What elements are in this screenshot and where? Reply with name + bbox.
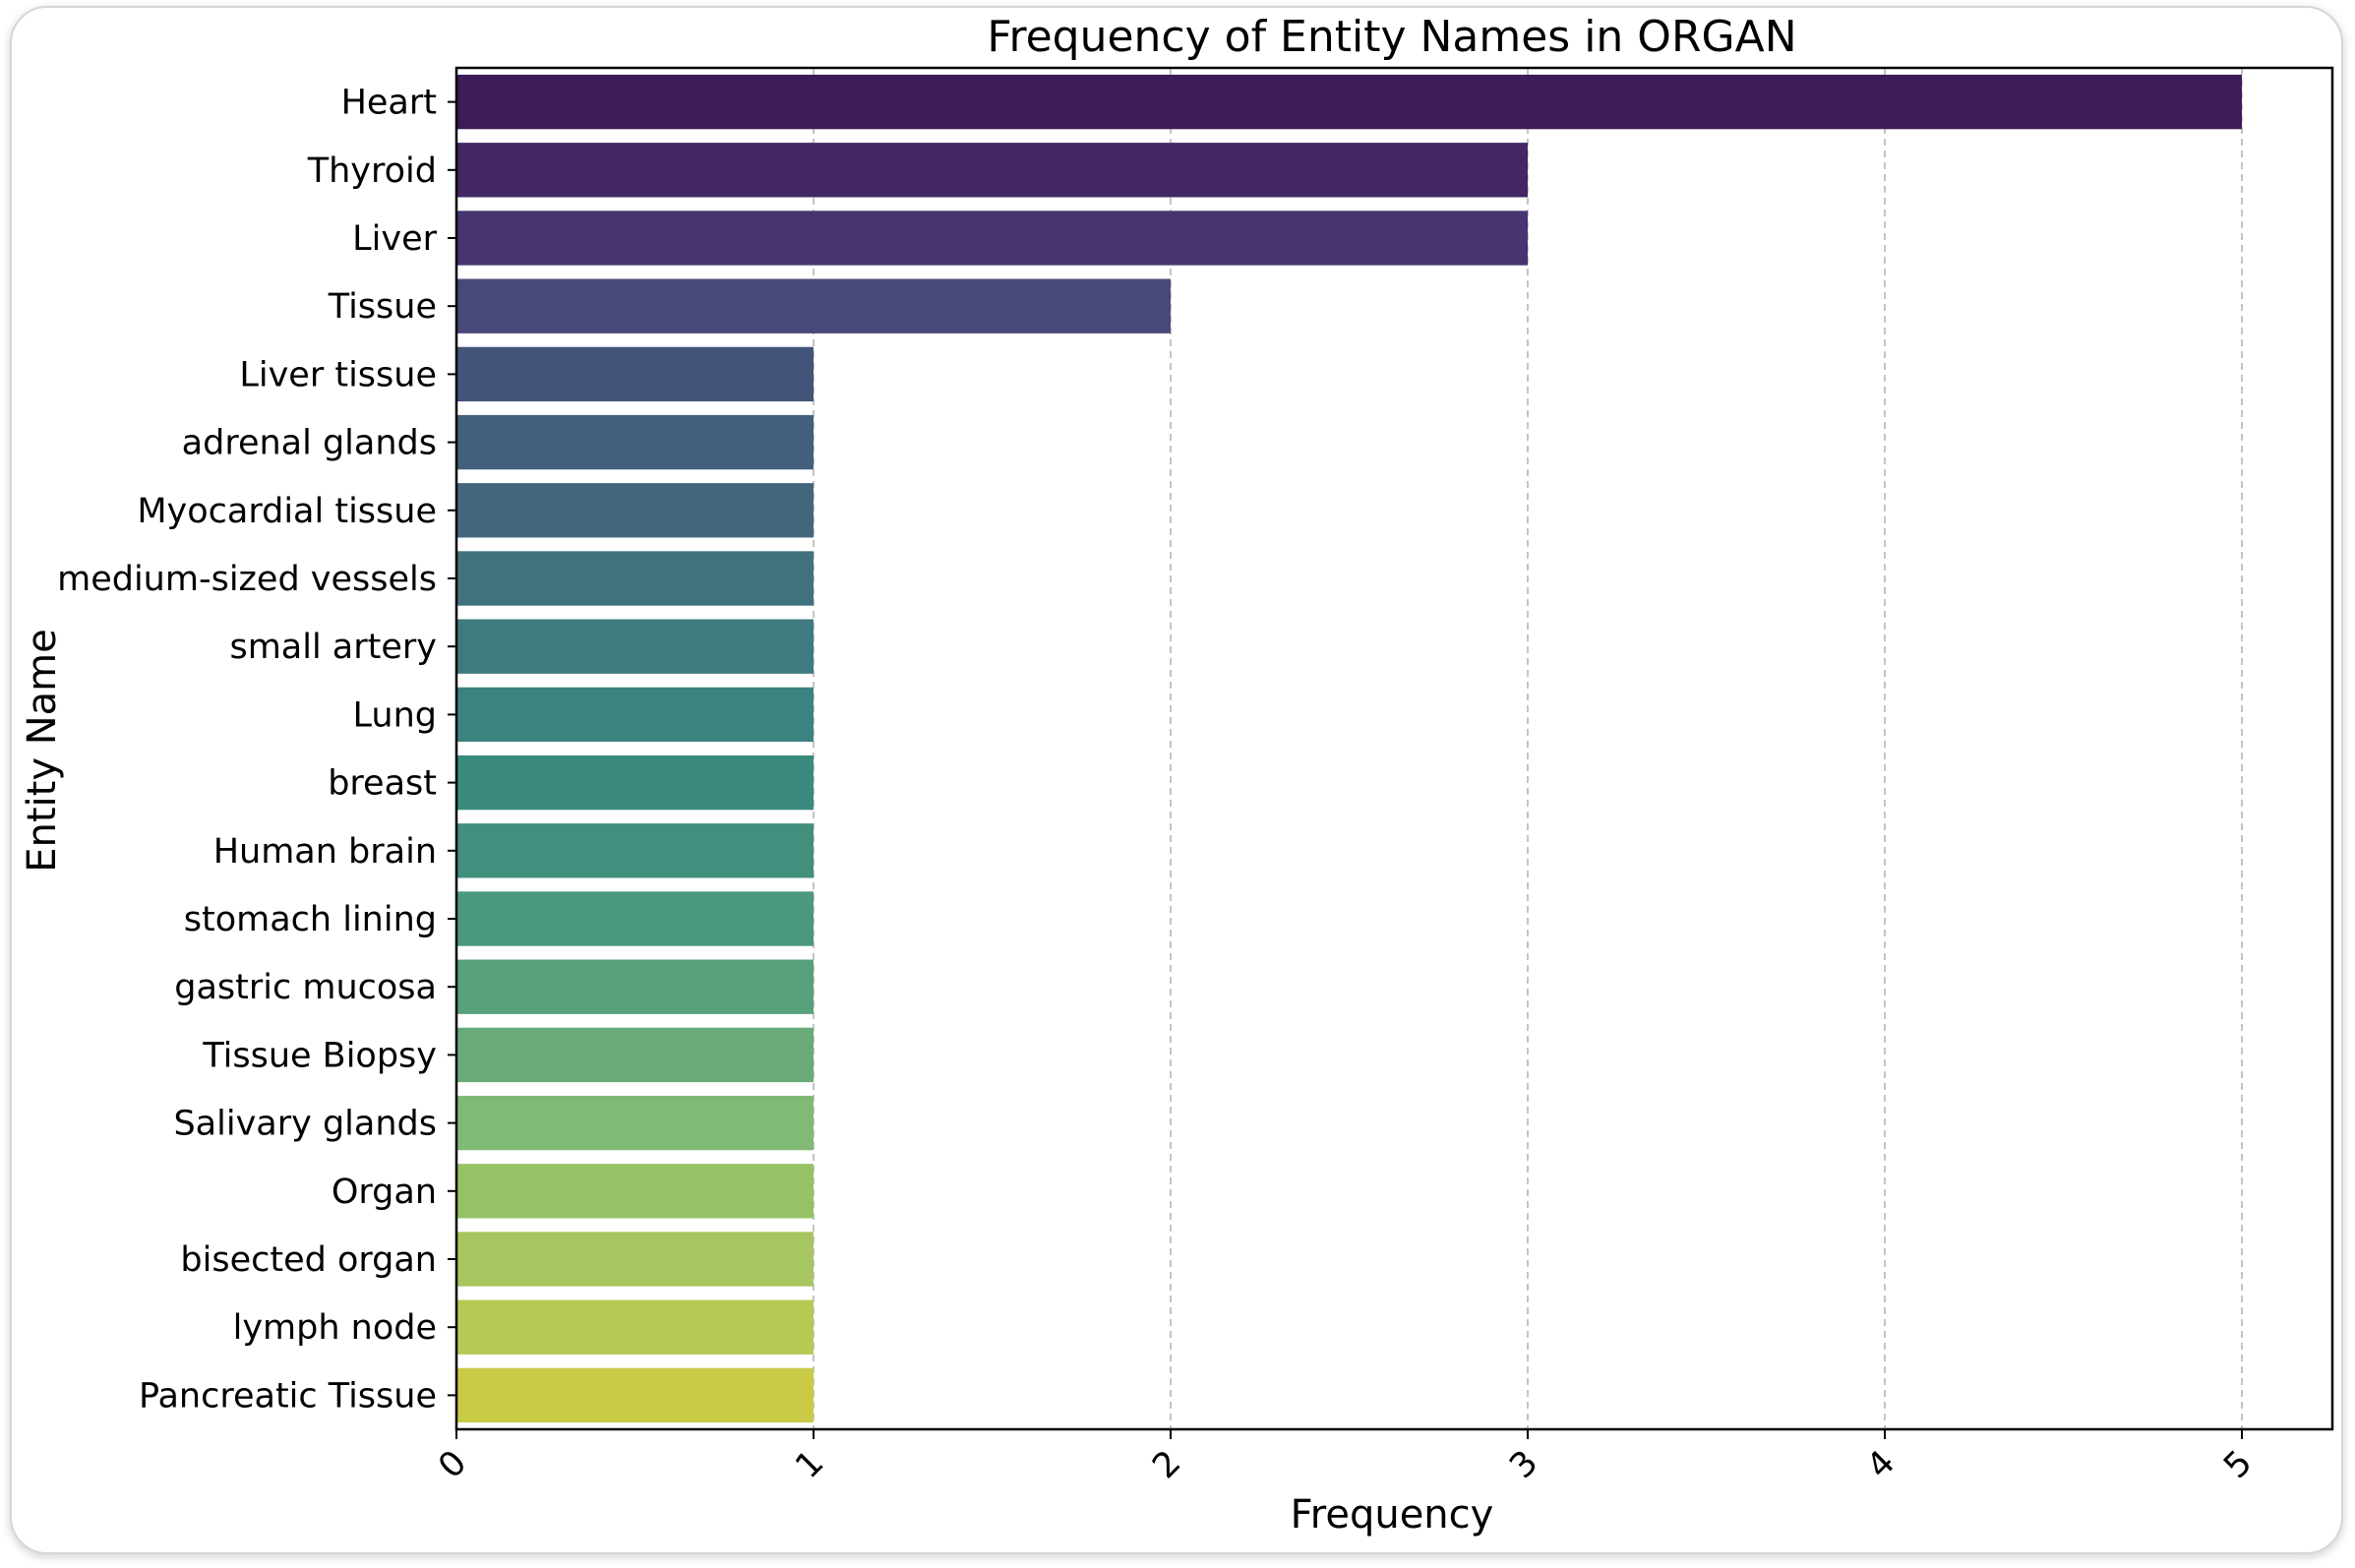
x-axis-label: Frequency (1291, 1492, 1494, 1538)
y-tick-label: Salivary glands (173, 1105, 437, 1144)
bar-lymph-node (456, 1299, 814, 1355)
bar-small-artery (456, 619, 814, 674)
bar-medium-sized-vessels (456, 551, 814, 606)
y-tick-label: Tissue Biopsy (202, 1036, 437, 1075)
bar-heart (456, 74, 2242, 130)
y-tick-label: Heart (341, 84, 437, 123)
y-tick-label: Myocardial tissue (137, 492, 437, 531)
x-tick-label: 2 (1145, 1443, 1188, 1486)
y-tick-label: Pancreatic Tissue (139, 1376, 437, 1416)
y-tick-label: breast (328, 764, 437, 804)
y-tick-label: Thyroid (307, 151, 437, 191)
y-tick-label: bisected organ (180, 1240, 437, 1280)
bar-liver-tissue (456, 346, 814, 402)
bar-human-brain (456, 823, 814, 878)
y-axis-label: Entity Name (20, 629, 65, 873)
y-tick-label: Tissue (328, 287, 437, 327)
bar-liver (456, 211, 1528, 266)
bar-tissue (456, 278, 1171, 333)
bar-stomach-lining (456, 891, 814, 946)
x-tick-label: 3 (1502, 1443, 1545, 1486)
y-tick-label: Organ (332, 1173, 437, 1212)
y-tick-label: Human brain (213, 832, 437, 872)
grid-lines (455, 68, 2243, 1429)
x-tick-label: 4 (1859, 1443, 1902, 1486)
y-tick-label: stomach lining (184, 900, 437, 939)
y-axis-ticks: Heart Thyroid Liver Tissue Liver tissue adren… (57, 84, 456, 1416)
bar-thyroid (456, 143, 1528, 198)
bar-organ (456, 1164, 814, 1219)
bar-bisected-organ (456, 1232, 814, 1287)
bar-breast (456, 754, 814, 811)
x-tick-label: 1 (788, 1443, 831, 1486)
y-tick-label: lymph node (233, 1308, 437, 1348)
x-tick-label: 5 (2216, 1443, 2260, 1486)
y-tick-label: adrenal glands (182, 424, 437, 463)
chart-title: Frequency of Entity Names in ORGAN (987, 12, 1796, 62)
y-tick-label: Lung (353, 695, 437, 735)
y-tick-label: small artery (229, 628, 437, 667)
bar-pancreatic-tissue (456, 1367, 814, 1423)
y-tick-label: Liver tissue (239, 355, 437, 394)
y-tick-label: Liver (352, 219, 437, 259)
plot-frame (454, 66, 2334, 1431)
bar-tissue-biopsy (456, 1027, 814, 1083)
bar-gastric-mucosa (456, 959, 814, 1014)
y-tick-label: medium-sized vessels (57, 560, 437, 599)
x-axis-ticks: 0 1 2 3 4 5 (431, 1429, 2260, 1486)
y-tick-label: gastric mucosa (174, 968, 437, 1007)
bar-myocardial-tissue (456, 483, 814, 538)
bar-lung (456, 687, 814, 743)
x-tick-label: 0 (431, 1443, 474, 1486)
bars (456, 74, 2242, 1423)
bar-salivary-glands (456, 1095, 814, 1151)
bar-adrenal-glands (456, 414, 814, 470)
